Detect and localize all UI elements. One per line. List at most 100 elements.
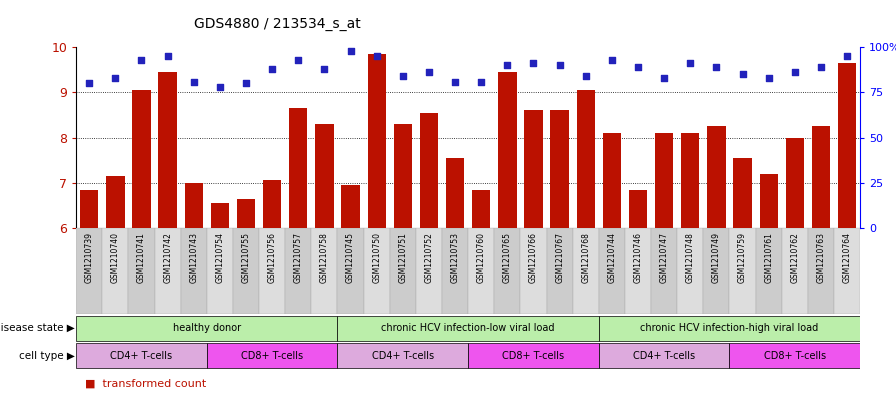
Text: chronic HCV infection-low viral load: chronic HCV infection-low viral load [382, 323, 555, 333]
Bar [237, 198, 255, 228]
Bar [812, 126, 830, 228]
Bar [233, 228, 259, 314]
Point [239, 80, 254, 86]
Text: healthy donor: healthy donor [173, 323, 241, 333]
Bar [677, 228, 703, 314]
Bar [577, 90, 595, 228]
Text: GSM1210744: GSM1210744 [607, 232, 616, 283]
Point [82, 80, 97, 86]
Bar [367, 54, 386, 228]
Point [422, 69, 436, 75]
Text: GSM1210743: GSM1210743 [189, 232, 198, 283]
Point [788, 69, 802, 75]
Bar [364, 228, 390, 314]
Bar [107, 176, 125, 228]
Text: GSM1210756: GSM1210756 [268, 232, 277, 283]
Bar [338, 316, 599, 340]
Bar [102, 228, 128, 314]
Point [683, 60, 697, 66]
Bar [495, 228, 521, 314]
Point [762, 75, 776, 81]
Point [448, 78, 462, 84]
Text: CD4+ T-cells: CD4+ T-cells [110, 351, 173, 361]
Bar [603, 133, 621, 228]
Text: GSM1210759: GSM1210759 [738, 232, 747, 283]
Text: CD4+ T-cells: CD4+ T-cells [633, 351, 695, 361]
Bar [207, 228, 233, 314]
Text: GSM1210740: GSM1210740 [111, 232, 120, 283]
Bar [285, 228, 312, 314]
Point [186, 78, 201, 84]
Text: GSM1210750: GSM1210750 [372, 232, 381, 283]
Bar [734, 158, 752, 228]
Bar [786, 138, 804, 228]
Bar [834, 228, 860, 314]
Point [265, 66, 280, 72]
Text: ■  transformed count: ■ transformed count [85, 378, 206, 388]
Bar [547, 228, 573, 314]
Point [369, 53, 383, 59]
Bar [312, 228, 338, 314]
Text: GSM1210741: GSM1210741 [137, 232, 146, 283]
Bar [760, 174, 778, 228]
Text: GSM1210760: GSM1210760 [477, 232, 486, 283]
Point [579, 73, 593, 79]
Bar [393, 124, 412, 228]
Point [134, 57, 149, 63]
Point [500, 62, 514, 68]
Bar [729, 228, 755, 314]
Bar [338, 228, 364, 314]
Text: GSM1210768: GSM1210768 [582, 232, 590, 283]
Bar [838, 63, 857, 228]
Text: GSM1210761: GSM1210761 [764, 232, 773, 283]
Bar [442, 228, 469, 314]
Point [553, 62, 567, 68]
Bar [416, 228, 442, 314]
Text: chronic HCV infection-high viral load: chronic HCV infection-high viral load [641, 323, 819, 333]
Text: disease state ▶: disease state ▶ [0, 323, 75, 333]
Bar [599, 228, 625, 314]
Bar [207, 343, 338, 368]
Text: GSM1210749: GSM1210749 [712, 232, 721, 283]
Bar [521, 228, 547, 314]
Bar [573, 228, 599, 314]
Point [710, 64, 724, 70]
Point [212, 84, 227, 90]
Bar [289, 108, 307, 228]
Bar [263, 180, 281, 228]
Point [657, 75, 671, 81]
Text: GDS4880 / 213534_s_at: GDS4880 / 213534_s_at [194, 17, 360, 31]
Bar [76, 316, 338, 340]
Text: CD8+ T-cells: CD8+ T-cells [503, 351, 564, 361]
Bar [185, 183, 202, 228]
Bar [524, 110, 543, 228]
Text: GSM1210754: GSM1210754 [215, 232, 224, 283]
Text: GSM1210757: GSM1210757 [294, 232, 303, 283]
Bar [707, 126, 726, 228]
Bar [729, 343, 860, 368]
Point [291, 57, 306, 63]
Text: GSM1210765: GSM1210765 [503, 232, 512, 283]
Text: GSM1210748: GSM1210748 [685, 232, 694, 283]
Bar [390, 228, 416, 314]
Bar [498, 72, 516, 228]
Text: CD8+ T-cells: CD8+ T-cells [241, 351, 303, 361]
Point [814, 64, 828, 70]
Bar [651, 228, 677, 314]
Point [108, 75, 123, 81]
Point [343, 48, 358, 54]
Bar [133, 90, 151, 228]
Bar [469, 343, 599, 368]
Point [840, 53, 854, 59]
Bar [472, 189, 490, 228]
Text: GSM1210762: GSM1210762 [790, 232, 799, 283]
Text: GSM1210752: GSM1210752 [425, 232, 434, 283]
Point [605, 57, 619, 63]
Text: GSM1210767: GSM1210767 [556, 232, 564, 283]
Bar [469, 228, 495, 314]
Bar [550, 110, 569, 228]
Bar [259, 228, 285, 314]
Text: GSM1210758: GSM1210758 [320, 232, 329, 283]
Bar [446, 158, 464, 228]
Text: GSM1210751: GSM1210751 [399, 232, 408, 283]
